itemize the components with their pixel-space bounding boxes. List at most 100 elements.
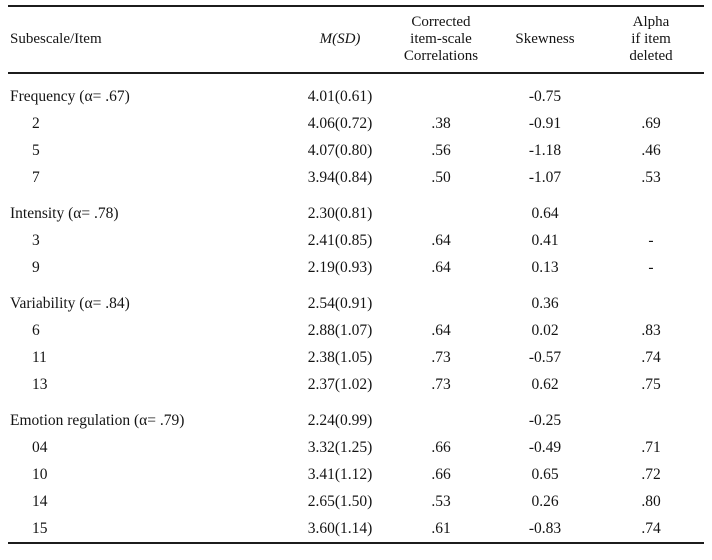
cell-subscale-item: 10 [32,465,48,483]
cell-alpha [598,398,704,434]
cell-subscale-item: Variability (α= .84) [10,294,130,312]
cell-skewness: 0.41 [531,231,559,249]
cell-subscale-item: 7 [32,168,40,186]
table-row: 10 3.41(1.12) .66 0.65 .72 [8,461,704,488]
cell-skewness: -0.91 [528,114,562,132]
table-row: 6 2.88(1.07) .64 0.02 .83 [8,317,704,344]
table-row: 7 3.94(0.84) .50 -1.07 .53 [8,164,704,191]
cell-corrected: .56 [431,141,451,159]
cell-m-sd: 3.32(1.25) [307,438,373,456]
cell-skewness: 0.64 [531,204,559,222]
header-skewness: Skewness [515,31,575,47]
cell-subscale-item: 11 [32,348,47,366]
cell-alpha: - [648,258,654,276]
cell-m-sd: 2.38(1.05) [307,348,373,366]
cell-corrected: .73 [431,375,451,393]
cell-subscale-item: 13 [32,375,48,393]
cell-alpha: .46 [641,141,661,159]
cell-corrected: .64 [431,321,451,339]
table-row: 5 4.07(0.80) .56 -1.18 .46 [8,137,704,164]
cell-alpha: .80 [641,492,661,510]
cell-subscale-item: 04 [32,438,48,456]
cell-skewness: 0.02 [531,321,559,339]
table-row: 2 4.06(0.72) .38 -0.91 .69 [8,110,704,137]
table-row: Frequency (α= .67) 4.01(0.61) -0.75 [8,73,704,110]
cell-skewness: 0.36 [531,294,559,312]
cell-skewness: 0.62 [531,375,559,393]
table-row: 3 2.41(0.85) .64 0.41 - [8,227,704,254]
cell-corrected: .61 [431,519,451,537]
cell-corrected: .66 [431,465,451,483]
table-row: Variability (α= .84) 2.54(0.91) 0.36 [8,281,704,317]
cell-corrected: .64 [431,231,451,249]
table-row: 11 2.38(1.05) .73 -0.57 .74 [8,344,704,371]
cell-alpha [598,73,704,110]
cell-subscale-item: 6 [32,321,40,339]
cell-alpha: .75 [641,375,661,393]
table-row: 9 2.19(0.93) .64 0.13 - [8,254,704,281]
cell-skewness: -1.18 [528,141,562,159]
cell-alpha: .74 [641,348,661,366]
cell-corrected: .66 [431,438,451,456]
table-row: 14 2.65(1.50) .53 0.26 .80 [8,488,704,515]
cell-m-sd: 2.54(0.91) [307,294,373,312]
header-corrected-item-scale: Corrected item-scale Correlations [403,14,479,64]
cell-alpha: .69 [641,114,661,132]
cell-subscale-item: 3 [32,231,40,249]
cell-m-sd: 4.06(0.72) [307,114,373,132]
cell-m-sd: 2.41(0.85) [307,231,373,249]
cell-alpha: .53 [641,168,661,186]
header-subscale-item: Subescale/Item [10,31,102,47]
cell-m-sd: 4.07(0.80) [307,141,373,159]
cell-m-sd: 2.37(1.02) [307,375,373,393]
table-row: 13 2.37(1.02) .73 0.62 .75 [8,371,704,398]
header-row: Subescale/Item M(SD) Corrected item-scal… [8,6,704,73]
cell-m-sd: 2.19(0.93) [307,258,373,276]
cell-m-sd: 2.88(1.07) [307,321,373,339]
table-row: 04 3.32(1.25) .66 -0.49 .71 [8,434,704,461]
cell-m-sd: 2.30(0.81) [307,204,373,222]
cell-subscale-item: Frequency (α= .67) [10,87,130,105]
cell-corrected: .53 [431,492,451,510]
cell-corrected [390,281,492,317]
cell-alpha [598,191,704,227]
table-row: Intensity (α= .78) 2.30(0.81) 0.64 [8,191,704,227]
cell-skewness: -0.49 [528,438,562,456]
cell-alpha [598,281,704,317]
cell-alpha: .83 [641,321,661,339]
cell-subscale-item: 2 [32,114,40,132]
cell-skewness: 0.26 [531,492,559,510]
cell-corrected: .64 [431,258,451,276]
cell-corrected: .73 [431,348,451,366]
cell-m-sd: 3.94(0.84) [307,168,373,186]
cell-skewness: -0.83 [528,519,562,537]
cell-skewness: -0.25 [528,411,562,429]
cell-corrected [390,73,492,110]
cell-corrected [390,191,492,227]
header-alpha-if-deleted: Alpha if item deleted [629,14,673,64]
cell-subscale-item: 15 [32,519,48,537]
cell-subscale-item: Intensity (α= .78) [10,204,119,222]
cell-skewness: -0.57 [528,348,562,366]
subscale-statistics-table: Subescale/Item M(SD) Corrected item-scal… [8,5,704,544]
cell-subscale-item: 14 [32,492,48,510]
cell-subscale-item: 9 [32,258,40,276]
cell-corrected: .50 [431,168,451,186]
table-body: Frequency (α= .67) 4.01(0.61) -0.75 2 4.… [8,73,704,543]
cell-corrected: .38 [431,114,451,132]
cell-skewness: -1.07 [528,168,562,186]
cell-corrected [390,398,492,434]
cell-skewness: -0.75 [528,87,562,105]
cell-alpha: .72 [641,465,661,483]
cell-alpha: .74 [641,519,661,537]
header-m-sd: M(SD) [319,31,361,47]
cell-subscale-item: Emotion regulation (α= .79) [10,411,185,429]
cell-m-sd: 2.65(1.50) [307,492,373,510]
cell-alpha: - [648,231,654,249]
cell-skewness: 0.65 [531,465,559,483]
cell-m-sd: 4.01(0.61) [307,87,373,105]
cell-m-sd: 3.41(1.12) [307,465,373,483]
table-row: 15 3.60(1.14) .61 -0.83 .74 [8,515,704,543]
cell-skewness: 0.13 [531,258,559,276]
